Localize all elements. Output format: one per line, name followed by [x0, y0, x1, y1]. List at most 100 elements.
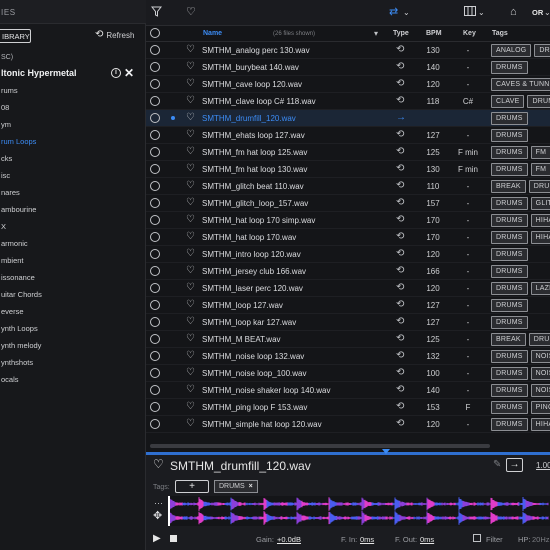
waveform[interactable] [168, 496, 550, 526]
favorite-heart-icon[interactable]: ♡ [153, 457, 164, 471]
chevron-down-icon[interactable]: ⌄ [478, 8, 485, 17]
library-button[interactable]: IBRARY [0, 29, 31, 43]
row-select-circle[interactable] [150, 266, 160, 276]
add-tag-button[interactable]: + [175, 480, 209, 493]
favorite-heart-icon[interactable]: ♡ [186, 95, 195, 106]
column-bpm[interactable]: BPM [426, 30, 442, 37]
row-select-circle[interactable] [150, 249, 160, 259]
tag-chip[interactable]: LAZER [530, 282, 550, 295]
tag-chip[interactable]: DRUMS [491, 197, 528, 210]
tag-chip[interactable]: DRUMS [491, 401, 528, 414]
row-select-circle[interactable] [150, 113, 160, 123]
row-select-circle[interactable] [150, 317, 160, 327]
tag-chip[interactable]: DRUMS [528, 180, 550, 193]
tag-chip[interactable]: FM [530, 146, 550, 159]
remove-tag-icon[interactable]: × [248, 483, 253, 490]
sort-arrow-icon[interactable]: ▾ [374, 29, 379, 38]
tag-chip[interactable]: DRUMS [491, 367, 528, 380]
table-row[interactable]: ♡ SMTHM_noise shaker loop 140.wav ⟲ 140 - DRU… [146, 382, 550, 399]
folder-item[interactable]: ynth Loops [1, 324, 38, 333]
favorite-heart-icon[interactable]: ♡ [186, 316, 195, 327]
row-select-circle[interactable] [150, 351, 160, 361]
folder-item[interactable]: mbient [1, 256, 24, 265]
folder-item[interactable]: isc [1, 171, 11, 180]
table-row[interactable]: ♡ SMTHM_glitch_loop_157.wav ⟲ 157 - DRUMS GLIT… [146, 195, 550, 212]
row-select-circle[interactable] [150, 385, 160, 395]
row-select-circle[interactable] [150, 79, 160, 89]
tag-chip[interactable]: CLAVE [491, 95, 525, 108]
info-icon[interactable]: i [111, 68, 121, 78]
folder-item[interactable]: rums [1, 86, 18, 95]
favorite-heart-icon[interactable]: ♡ [186, 180, 195, 191]
row-select-circle[interactable] [150, 232, 160, 242]
table-row[interactable]: ♡ SMTHM_hat loop 170.wav ⟲ 170 - DRUMSHIHAT [146, 229, 550, 246]
columns-icon[interactable] [464, 6, 476, 19]
folder-item[interactable]: everse [1, 307, 24, 316]
row-select-circle[interactable] [150, 130, 160, 140]
sync-icon[interactable]: ⇄ [389, 6, 399, 18]
favorite-heart-icon[interactable]: ♡ [186, 231, 195, 242]
tag-icon[interactable]: ⌂ [510, 6, 517, 18]
tag-chip[interactable]: CAVES & TUNNELS [491, 78, 550, 91]
favorite-heart-icon[interactable]: ♡ [186, 197, 195, 208]
row-select-circle[interactable] [150, 181, 160, 191]
row-select-circle[interactable] [150, 96, 160, 106]
more-dots-icon[interactable]: ⋯ [154, 498, 163, 508]
table-row[interactable]: ♡ SMTHM_simple hat loop 120.wav ⟲ 120 - DRUMS… [146, 416, 550, 433]
table-row[interactable]: ♡ SMTHM_noise loop_100.wav ⟲ 100 - DRUMSNOISE [146, 365, 550, 382]
tag-chip[interactable]: DRUMS [491, 350, 528, 363]
favorite-heart-icon[interactable]: ♡ [186, 61, 195, 72]
row-select-circle[interactable] [150, 283, 160, 293]
favorite-heart-icon[interactable]: ♡ [186, 78, 195, 89]
folder-item[interactable]: ym [1, 120, 11, 129]
favorite-heart-icon[interactable]: ♡ [186, 299, 195, 310]
table-row[interactable]: ♡ SMTHM_clave loop C# 118.wav ⟲ 118 C# CLAVE D… [146, 93, 550, 110]
select-all-circle[interactable] [150, 28, 160, 38]
folder-item[interactable]: cks [1, 154, 13, 163]
folder-item[interactable]: 08 [1, 103, 10, 112]
move-icon[interactable]: ✥ [153, 510, 163, 522]
tag-chip[interactable]: DRUMS [491, 316, 528, 329]
column-key[interactable]: Key [463, 30, 476, 37]
table-row[interactable]: ♡ SMTHM_ehats loop 127.wav ⟲ 127 - DRUMS [146, 127, 550, 144]
tag-mode-label[interactable]: OR [532, 8, 544, 17]
play-icon[interactable]: ▶ [153, 533, 161, 544]
tag-chip[interactable]: DRUMS [491, 163, 528, 176]
chevron-down-icon[interactable]: ⌄ [544, 8, 550, 17]
tag-chip[interactable]: DRUMS [491, 299, 528, 312]
playhead-cursor[interactable] [168, 496, 170, 526]
tag-chip[interactable]: BREAK [491, 180, 526, 193]
tag-chip[interactable]: GLITCH [530, 197, 550, 210]
folder-item[interactable]: ocals [1, 375, 19, 384]
tag-chip[interactable]: DRUMS [528, 333, 550, 346]
filter-icon[interactable] [150, 6, 163, 20]
fade-in-value[interactable]: 0ms [360, 535, 375, 544]
tag-chip[interactable]: DRUMS [491, 265, 528, 278]
table-row[interactable]: ♡ SMTHM_jersey club 166.wav ⟲ 166 - DRUMS [146, 263, 550, 280]
table-row[interactable]: ♡ SMTHM_ping loop F 153.wav ⟲ 153 F DRUMSPING [146, 399, 550, 416]
table-row[interactable]: ♡ SMTHM_drumfill_120.wav → DRUMS [146, 110, 550, 127]
table-row[interactable]: ♡ SMTHM_fm hat loop 130.wav ⟲ 130 F min DRUMS… [146, 161, 550, 178]
folder-item[interactable]: rum Loops [1, 137, 37, 146]
tag-chip[interactable]: PING [530, 401, 550, 414]
favorite-heart-icon[interactable]: ♡ [186, 112, 195, 123]
tag-chip[interactable]: NOISE [530, 350, 550, 363]
drag-out-arrow-icon[interactable]: → [506, 458, 523, 472]
row-select-circle[interactable] [150, 198, 160, 208]
tag-chip[interactable]: DRUMS [491, 129, 528, 142]
favorite-heart-icon[interactable]: ♡ [186, 367, 195, 378]
row-select-circle[interactable] [150, 402, 160, 412]
tag-chip[interactable]: DRUMS [491, 146, 528, 159]
pencil-icon[interactable]: ✎ [493, 459, 502, 470]
hp-value[interactable]: 20Hz [532, 535, 550, 544]
tag-chip[interactable]: DRUMS [491, 61, 528, 74]
favorites-filter-icon[interactable]: ♡ [186, 6, 196, 18]
refresh-button[interactable]: ⟲ Refresh [95, 30, 134, 40]
folder-item[interactable]: ambourine [1, 205, 37, 214]
table-row[interactable]: ♡ SMTHM_burybeat 140.wav ⟲ 140 - DRUMS [146, 59, 550, 76]
column-name[interactable]: Name [203, 30, 223, 37]
stop-icon[interactable] [170, 535, 177, 542]
tag-chip[interactable]: NOISE [530, 384, 550, 397]
horizontal-scrollbar[interactable] [146, 440, 550, 452]
favorite-heart-icon[interactable]: ♡ [186, 333, 195, 344]
